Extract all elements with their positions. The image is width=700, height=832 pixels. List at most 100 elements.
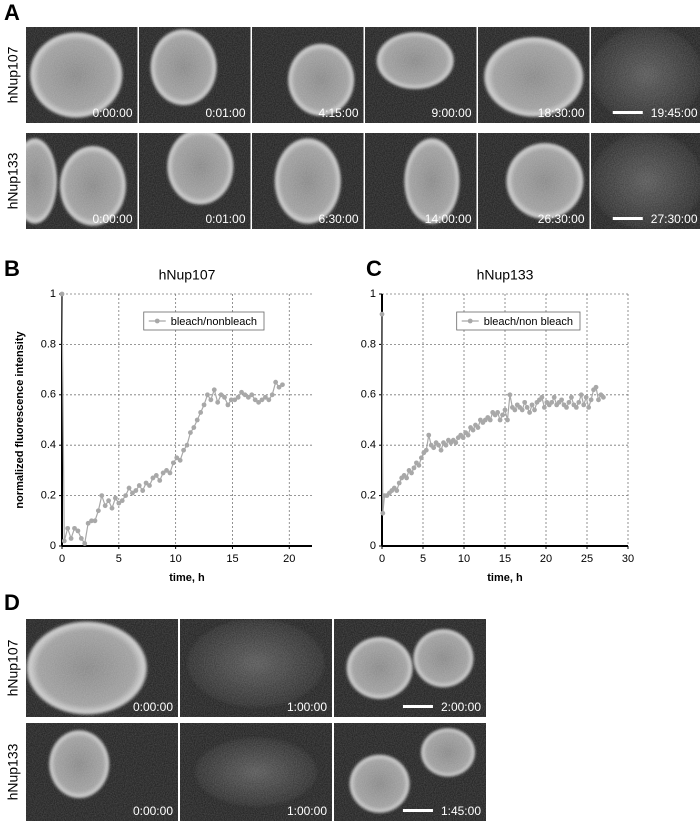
data-point [140,488,146,493]
data-point [507,392,513,398]
micrograph: 0:00:00 [26,27,138,123]
data-point [164,468,169,473]
data-point [225,402,231,408]
legend: bleach/nonbleach [143,311,265,331]
timestamp: 0:01:00 [205,212,245,226]
timestamp: 18:30:00 [538,106,585,120]
image-noise [478,133,590,229]
data-point [78,536,84,541]
micrograph: 1:45:00 [334,723,486,821]
data-point [133,488,139,493]
data-point [102,503,108,509]
micrograph-content [252,27,364,123]
y-tick-label: 0.4 [41,439,56,451]
x-tick-label: 10 [170,553,182,565]
data-point [418,455,424,461]
y-tick-label: 0 [50,540,56,552]
y-tick-label: 0.8 [41,338,56,350]
x-tick-label: 0 [379,553,385,565]
data-point [500,412,505,418]
data-point [147,483,152,488]
y-tick-label: 1 [370,288,376,300]
legend-swatch [154,318,160,324]
data-point [65,525,71,531]
data-point [541,405,547,410]
micrograph: 1:00:00 [180,619,332,717]
data-point [256,399,261,405]
data-point [453,440,459,446]
micrograph: 1:00:00 [180,723,332,821]
timestamp: 14:00:00 [425,212,472,226]
image-noise [180,723,332,821]
data-point [75,528,81,534]
data-point [239,389,244,395]
micrograph-content [26,27,138,123]
data-point [379,311,385,317]
x-tick-label: 15 [226,553,238,565]
micrograph-content [180,619,332,717]
data-point [222,394,227,400]
scale-bar [612,111,643,114]
data-point [559,397,564,403]
chart-title: hNup107 [159,267,216,283]
data-point [119,498,125,504]
data-point [211,387,217,393]
micrograph: 2:00:00 [334,619,486,717]
data-point [95,508,101,514]
legend-label: bleach/non bleach [484,316,573,328]
data-point [170,460,176,466]
data-point [177,457,183,463]
data-point [583,394,589,400]
panel-label: A [4,0,20,25]
image-noise [139,27,251,123]
data-point [252,397,258,403]
data-point [436,442,441,448]
data-point [578,392,584,398]
data-point [273,379,279,385]
data-point [194,417,200,423]
image-noise [365,27,477,123]
micrograph: 18:30:00 [478,27,590,123]
micrograph-content [478,133,590,229]
data-point [596,397,601,403]
data-point [573,405,579,410]
data-point [160,470,166,476]
row-label: hNup107 [5,639,21,696]
legend-label: bleach/nonbleach [171,316,257,328]
y-tick-label: 0.2 [361,490,376,502]
micrograph: 27:30:00 [591,133,700,229]
data-point [426,432,432,438]
timestamp: 1:00:00 [287,700,327,714]
timestamp: 0:00:00 [92,106,132,120]
panel-label: C [366,256,382,281]
micrograph: 0:00:00 [26,723,178,821]
data-point [106,498,111,504]
x-axis-label: time, h [487,572,523,584]
data-point [519,407,525,413]
micrograph: 6:30:00 [252,133,364,229]
data-point [404,475,409,481]
data-point [549,399,555,405]
data-point [443,442,449,448]
data-point [532,407,537,413]
x-tick-label: 5 [116,553,122,565]
data-point [266,397,272,403]
data-point [512,407,518,413]
micrograph-content [334,619,486,717]
micrograph-content [365,133,477,229]
micrograph-content [252,133,364,229]
scale-bar [402,705,433,708]
timestamp: 4:15:00 [318,106,358,120]
data-point [460,435,466,441]
data-point [191,425,197,430]
y-tick-label: 0.6 [41,389,56,401]
micrograph: 0:01:00 [139,27,251,123]
image-noise [478,27,590,123]
data-point [232,397,238,403]
data-point [89,518,94,524]
y-tick-label: 0.2 [41,490,56,502]
x-tick-label: 25 [581,553,593,565]
y-tick-label: 0 [370,540,376,552]
data-point [438,447,444,453]
